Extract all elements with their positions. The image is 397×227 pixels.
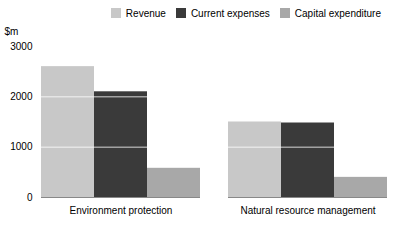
html-text:Revenue: Revenue — [125, 7, 166, 19]
svg-text:$m: $m — [5, 26, 19, 37]
svg-text:Environment protection: Environment protection — [70, 205, 173, 216]
html-text:Capital expenditure: Capital expenditure — [294, 7, 381, 19]
svg-text:Natural resource management: Natural resource management — [240, 205, 375, 216]
svg-text:1000: 1000 — [10, 141, 33, 152]
svg-text:2000: 2000 — [10, 91, 33, 102]
html-text:Current expenses: Current expenses — [190, 7, 270, 19]
svg-text:0: 0 — [27, 192, 33, 203]
svg-text:3000: 3000 — [10, 41, 33, 52]
